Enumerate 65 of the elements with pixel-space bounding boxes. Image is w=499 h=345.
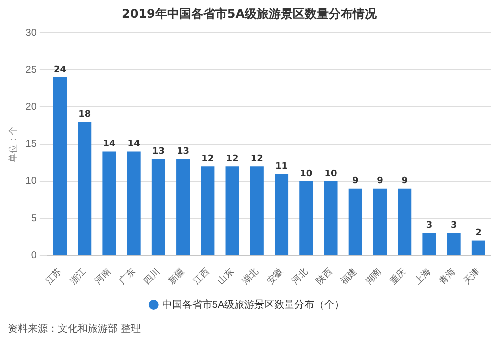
x-tick-label: 江西	[191, 266, 212, 286]
data-label: 10	[300, 169, 313, 180]
data-label: 13	[152, 147, 165, 158]
x-tick-label: 安徽	[265, 266, 285, 286]
data-label: 13	[177, 147, 190, 158]
bar	[348, 188, 362, 256]
bar	[472, 240, 486, 256]
x-tick-label: 山东	[216, 266, 236, 286]
data-label: 2	[476, 228, 482, 239]
bar	[152, 159, 166, 256]
data-label: 10	[324, 169, 338, 180]
x-tick-label: 上海	[412, 266, 433, 286]
bar	[201, 166, 215, 256]
bar	[324, 181, 338, 256]
data-label: 3	[426, 221, 433, 232]
data-label: 12	[226, 154, 239, 164]
y-tick-label: 30	[26, 28, 38, 39]
data-label: 3	[450, 221, 458, 232]
bar	[53, 78, 67, 256]
x-tick-label: 河北	[290, 266, 310, 286]
x-tick-label: 广东	[117, 266, 138, 286]
data-label: 9	[352, 176, 359, 187]
y-tick-label: 15	[26, 139, 38, 150]
x-tick-label: 浙江	[68, 266, 88, 286]
y-tick-label: 25	[26, 64, 38, 76]
x-tick-label: 新疆	[166, 266, 186, 286]
bar	[250, 166, 264, 256]
data-label: 18	[78, 110, 92, 120]
bar	[176, 159, 190, 256]
y-tick-label: 10	[26, 176, 38, 188]
bar	[78, 122, 92, 256]
data-label: 9	[377, 176, 384, 187]
data-label: 12	[202, 154, 214, 164]
x-tick-label: 天津	[462, 266, 482, 286]
y-tick-label: 20	[26, 102, 38, 113]
x-tick-label: 陕西	[314, 266, 334, 286]
bar	[398, 188, 412, 256]
bar	[102, 152, 116, 256]
bar	[275, 174, 289, 256]
bar	[226, 166, 240, 256]
data-label: 9	[402, 176, 408, 187]
bar	[373, 188, 387, 256]
x-tick-label: 江苏	[44, 266, 64, 286]
x-tick-label: 湖北	[240, 266, 260, 286]
x-tick-label: 四川	[142, 266, 162, 286]
x-tick-label: 福建	[338, 266, 359, 286]
bar	[300, 181, 314, 256]
bar	[422, 233, 436, 256]
x-tick-label: 青海	[437, 266, 458, 286]
legend-label: 中国各省市5A级旅游景区数量分布（个）	[162, 298, 345, 311]
data-label: 24	[54, 65, 66, 76]
chart-title: 2019年中国各省市5A级旅游景区数量分布情况	[120, 6, 378, 23]
data-label: 11	[276, 162, 288, 172]
data-label: 12	[250, 154, 264, 164]
x-tick-label: 重庆	[388, 266, 408, 286]
x-tick-label: 湖南	[364, 266, 384, 286]
data-label: 14	[103, 140, 116, 150]
x-tick-label: 河南	[92, 266, 113, 286]
data-label: 14	[128, 140, 140, 150]
y-axis-title: 单位：个	[8, 126, 18, 162]
y-tick-label: 5	[31, 213, 38, 224]
text: 资料来源：文化和旅游部 整理	[8, 322, 142, 336]
bar	[447, 233, 461, 256]
bar	[127, 152, 141, 256]
y-tick-label: 0	[31, 250, 38, 262]
